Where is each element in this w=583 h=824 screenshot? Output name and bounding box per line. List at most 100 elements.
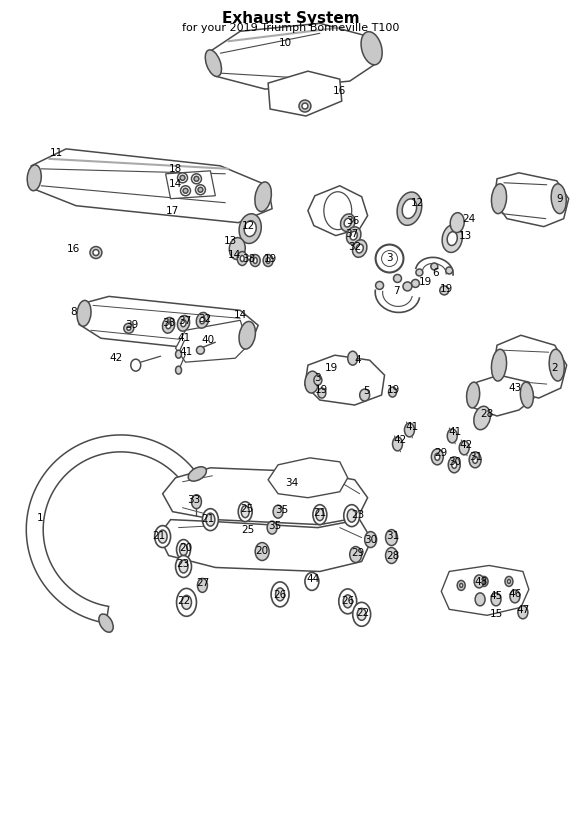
Ellipse shape: [551, 184, 566, 213]
Text: 19: 19: [419, 278, 432, 288]
Polygon shape: [31, 149, 272, 222]
Polygon shape: [166, 171, 215, 199]
Text: 37: 37: [178, 316, 191, 326]
Ellipse shape: [239, 321, 255, 349]
Ellipse shape: [266, 258, 270, 264]
Polygon shape: [441, 565, 529, 616]
Ellipse shape: [360, 389, 370, 401]
Polygon shape: [175, 321, 248, 363]
Ellipse shape: [343, 595, 352, 608]
Ellipse shape: [357, 608, 366, 620]
Text: 42: 42: [109, 353, 122, 363]
Ellipse shape: [518, 606, 528, 619]
Ellipse shape: [316, 508, 324, 521]
Ellipse shape: [466, 382, 480, 408]
Text: 12: 12: [411, 198, 424, 208]
Ellipse shape: [473, 456, 477, 463]
Ellipse shape: [124, 323, 134, 333]
Ellipse shape: [314, 375, 322, 385]
Text: 44: 44: [306, 574, 319, 584]
Ellipse shape: [267, 521, 277, 534]
Text: 21: 21: [313, 508, 326, 517]
Text: 9: 9: [556, 194, 563, 204]
Polygon shape: [268, 71, 342, 116]
Ellipse shape: [181, 185, 191, 196]
Text: 31: 31: [469, 452, 483, 461]
Text: 14: 14: [169, 179, 182, 189]
Ellipse shape: [180, 176, 185, 180]
Text: 45: 45: [489, 592, 503, 602]
Ellipse shape: [356, 244, 363, 253]
Ellipse shape: [195, 185, 205, 194]
Ellipse shape: [353, 240, 367, 257]
Text: 41: 41: [180, 347, 193, 357]
Text: 6: 6: [432, 269, 438, 279]
Ellipse shape: [474, 406, 490, 429]
Ellipse shape: [452, 461, 456, 468]
Text: 15: 15: [489, 609, 503, 620]
Polygon shape: [26, 435, 197, 623]
Polygon shape: [494, 173, 568, 227]
Text: 28: 28: [480, 409, 494, 419]
Ellipse shape: [505, 577, 513, 587]
Ellipse shape: [403, 282, 412, 291]
Ellipse shape: [346, 227, 361, 245]
Text: 35: 35: [275, 504, 289, 515]
Ellipse shape: [521, 382, 533, 408]
Text: 3: 3: [386, 252, 393, 263]
Ellipse shape: [175, 366, 181, 374]
Text: 25: 25: [241, 503, 254, 513]
Ellipse shape: [450, 213, 464, 232]
Ellipse shape: [191, 174, 202, 184]
Text: 22: 22: [177, 597, 190, 606]
Ellipse shape: [431, 263, 438, 270]
Ellipse shape: [350, 546, 361, 563]
Ellipse shape: [394, 274, 402, 283]
Ellipse shape: [459, 583, 463, 588]
Text: 12: 12: [241, 221, 255, 231]
Ellipse shape: [255, 182, 272, 212]
Ellipse shape: [447, 429, 457, 442]
Text: 1: 1: [37, 513, 44, 522]
Text: 10: 10: [279, 38, 292, 49]
Ellipse shape: [253, 258, 257, 264]
Text: 19: 19: [325, 363, 339, 373]
Text: 8: 8: [71, 307, 78, 317]
Ellipse shape: [131, 359, 141, 371]
Text: 16: 16: [333, 86, 346, 96]
Text: 36: 36: [346, 216, 359, 226]
Ellipse shape: [302, 103, 308, 109]
Ellipse shape: [205, 50, 222, 77]
Ellipse shape: [99, 614, 113, 632]
Ellipse shape: [241, 506, 249, 517]
Ellipse shape: [375, 282, 384, 289]
Ellipse shape: [273, 505, 283, 518]
Ellipse shape: [364, 531, 377, 547]
Ellipse shape: [180, 544, 188, 555]
Ellipse shape: [179, 560, 188, 573]
Ellipse shape: [250, 255, 260, 266]
Ellipse shape: [154, 526, 171, 547]
Ellipse shape: [93, 250, 99, 255]
Ellipse shape: [239, 213, 261, 243]
Text: 3: 3: [315, 373, 321, 383]
Text: 31: 31: [386, 531, 399, 541]
Text: 22: 22: [356, 608, 369, 618]
Text: 39: 39: [125, 321, 138, 330]
Ellipse shape: [405, 423, 415, 437]
Text: 26: 26: [341, 597, 354, 606]
Polygon shape: [163, 468, 368, 525]
Ellipse shape: [353, 602, 371, 626]
Ellipse shape: [448, 456, 460, 473]
Text: 41: 41: [448, 427, 462, 437]
Polygon shape: [210, 23, 380, 89]
Text: 42: 42: [459, 440, 473, 450]
Ellipse shape: [299, 100, 311, 112]
Ellipse shape: [350, 232, 357, 240]
Text: 24: 24: [462, 213, 476, 223]
Text: 4: 4: [354, 355, 361, 365]
Text: 30: 30: [364, 535, 377, 545]
Ellipse shape: [202, 508, 219, 531]
Ellipse shape: [237, 251, 247, 265]
Text: 11: 11: [50, 147, 63, 158]
